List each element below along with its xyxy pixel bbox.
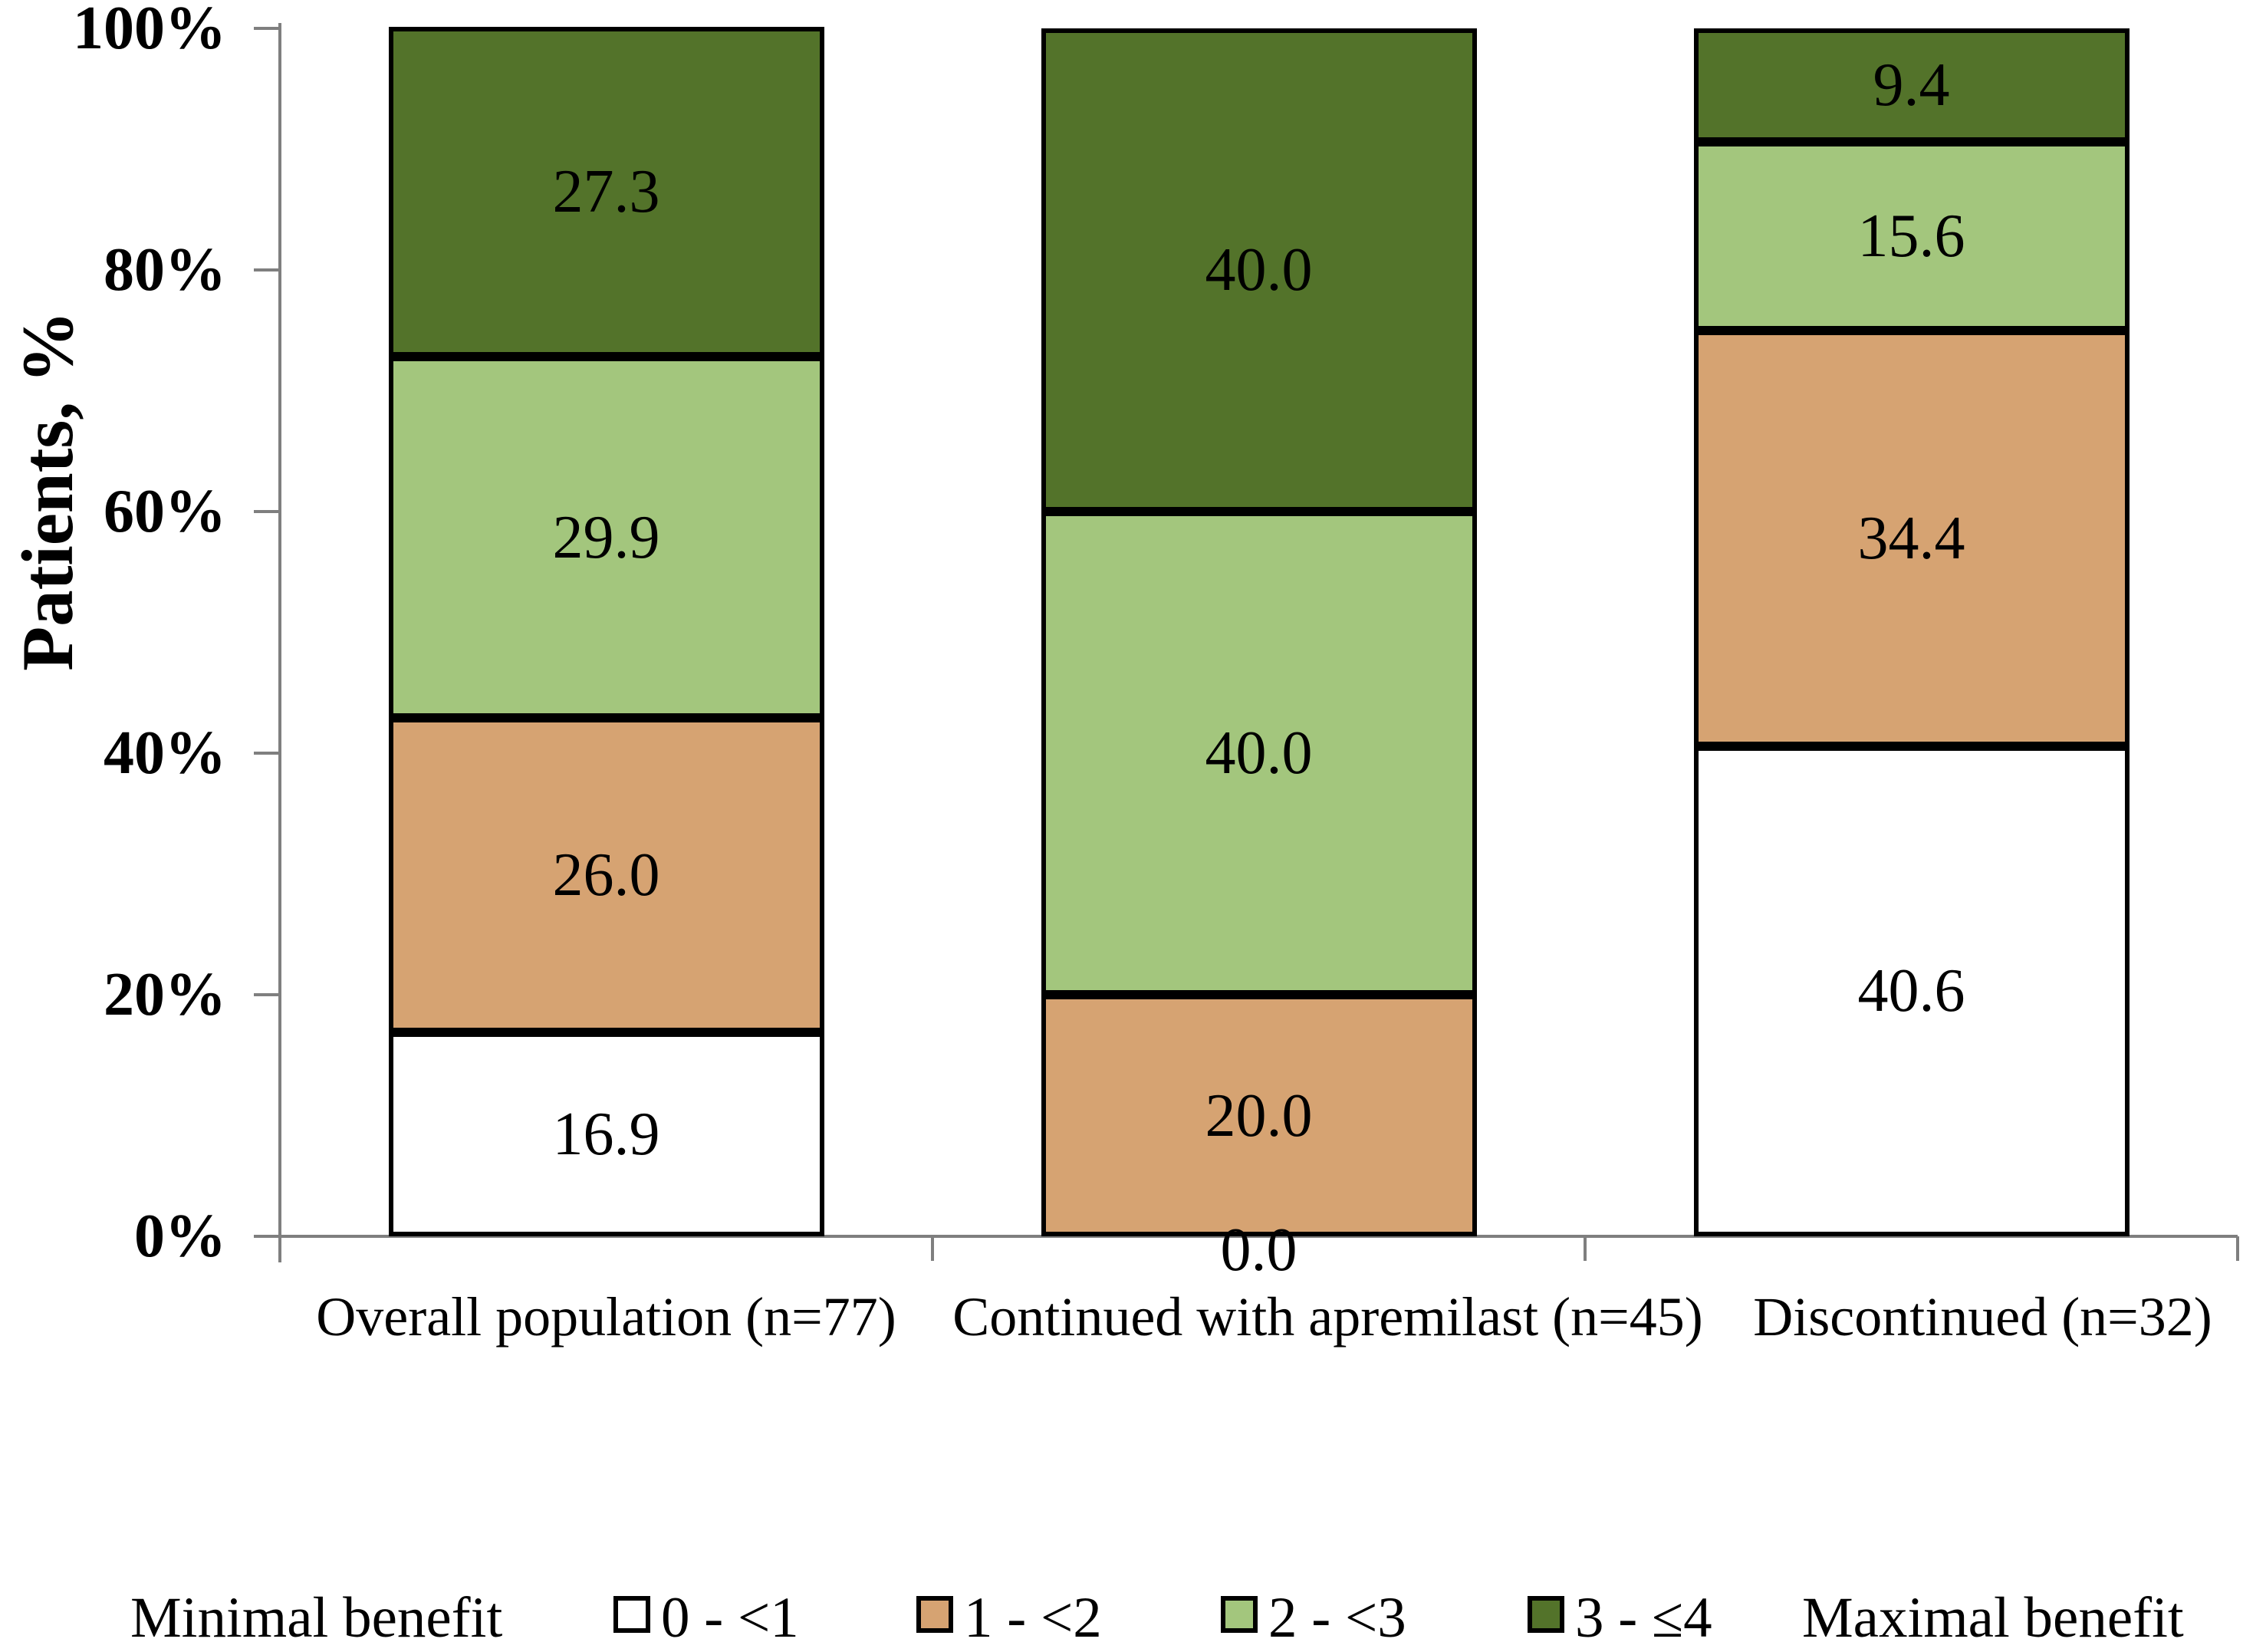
y-tick-label: 20%: [104, 961, 226, 1028]
bar-segment: 40.6: [1693, 745, 2130, 1236]
bar-segment: 40.0: [1041, 28, 1477, 512]
y-tick-label: 0%: [134, 1203, 226, 1270]
segment-value-label: 20.0: [1205, 1081, 1313, 1150]
legend-item-label: 1 - <2: [964, 1586, 1102, 1650]
y-tick-label: 60%: [104, 478, 226, 545]
legend-minimal-benefit-label: Minimal benefit: [130, 1586, 503, 1650]
bar-segment: 34.4: [1693, 330, 2130, 746]
legend-maximal-benefit-label: Maximal benefit: [1802, 1586, 2184, 1650]
x-tick-mark: [2236, 1236, 2239, 1261]
segment-value-label: 27.3: [552, 158, 660, 226]
x-tick-mark: [931, 1236, 934, 1261]
legend-swatch: [613, 1596, 650, 1633]
y-tick-mark: [254, 510, 280, 513]
legend-swatch: [916, 1596, 953, 1633]
segment-value-label: 40.0: [1205, 719, 1313, 787]
legend-item-label: 0 - <1: [661, 1586, 799, 1650]
y-tick-label: 100%: [73, 0, 226, 62]
category-label: Overall population (n=77): [316, 1286, 896, 1348]
bar-segment: 27.3: [388, 27, 824, 357]
segment-value-label: 15.6: [1857, 202, 1965, 270]
bar-segment: 40.0: [1041, 512, 1477, 995]
y-tick-label: 80%: [104, 236, 226, 304]
bar-segment: 20.0: [1041, 995, 1477, 1236]
segment-value-label: 40.6: [1857, 957, 1965, 1025]
x-axis-line: [257, 1235, 2238, 1238]
y-tick-mark: [254, 268, 280, 271]
segment-value-label: 26.0: [552, 841, 660, 910]
y-tick-mark: [254, 1235, 280, 1238]
y-axis-line: [278, 23, 281, 1262]
bar-segment: 9.4: [1693, 28, 2130, 143]
bar-segment: 29.9: [388, 357, 824, 719]
bar-segment: 26.0: [388, 718, 824, 1032]
y-tick-mark: [254, 752, 280, 755]
segment-value-label: 9.4: [1873, 51, 1950, 120]
y-tick-mark: [254, 27, 280, 30]
segment-value-label: 29.9: [552, 503, 660, 571]
segment-value-label: 34.4: [1857, 504, 1965, 572]
category-label: Discontinued (n=32): [1753, 1286, 2212, 1348]
legend-swatch: [1221, 1596, 1258, 1633]
category-label: Continued with apremilast (n=45): [952, 1286, 1703, 1348]
segment-value-label: 16.9: [552, 1100, 660, 1168]
legend-swatch: [1528, 1596, 1564, 1633]
x-tick-mark: [1584, 1236, 1587, 1261]
y-tick-label: 40%: [104, 719, 226, 787]
x-tick-mark: [278, 1236, 281, 1261]
bar-segment: 16.9: [388, 1032, 824, 1236]
segment-value-label: 40.0: [1205, 236, 1313, 304]
bar-segment: 15.6: [1693, 142, 2130, 331]
legend-item-label: 2 - <3: [1268, 1586, 1406, 1650]
y-tick-mark: [254, 993, 280, 996]
legend-item-label: 3 - ≤4: [1575, 1586, 1712, 1650]
segment-value-label: 0.0: [1220, 1216, 1297, 1284]
